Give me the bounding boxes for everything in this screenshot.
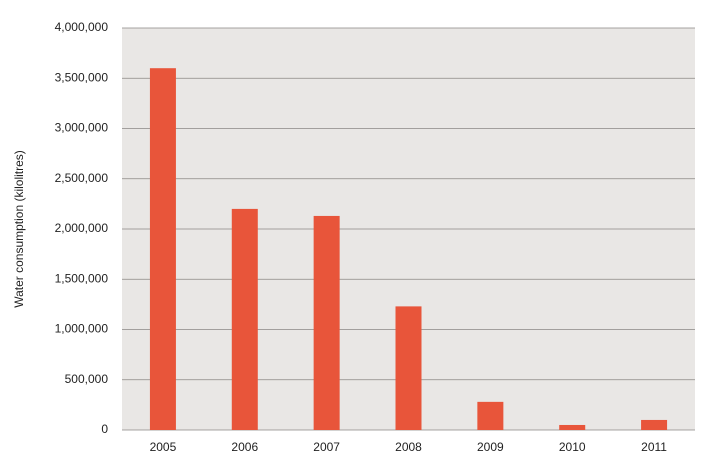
bar [231,208,258,430]
y-axis-label: Water consumption (kilolitres) [12,150,26,308]
bar [313,215,340,430]
y-tick-label: 2,500,000 [55,171,109,185]
x-tick-label: 2010 [559,440,586,454]
y-tick-label: 4,000,000 [55,20,109,34]
x-tick-label: 2005 [150,440,177,454]
y-tick-label: 1,500,000 [55,271,109,285]
x-tick-label: 2006 [231,440,258,454]
x-tick-label: 2007 [313,440,340,454]
y-tick-label: 500,000 [65,372,109,386]
y-tick-label: 0 [101,422,108,436]
bar [477,401,504,430]
x-tick-label: 2009 [477,440,504,454]
bar [395,306,422,430]
bar [149,68,176,430]
y-tick-label: 1,000,000 [55,322,109,336]
x-tick-label: 2008 [395,440,422,454]
bar [559,424,586,430]
y-tick-label: 3,000,000 [55,121,109,135]
x-tick-label: 2011 [641,440,667,454]
bar [641,419,668,430]
y-tick-label: 2,000,000 [55,221,109,235]
y-tick-label: 3,500,000 [55,70,109,84]
